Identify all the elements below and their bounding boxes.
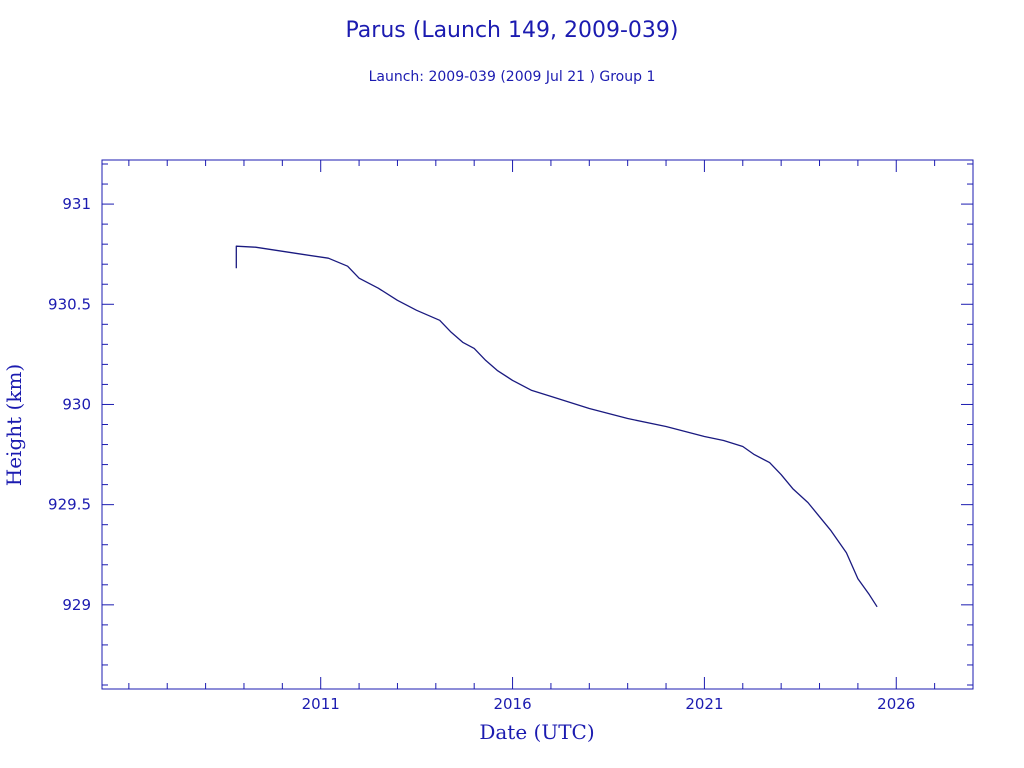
- x-axis-label: Date (UTC): [479, 720, 594, 744]
- y-tick-label: 930: [62, 395, 91, 413]
- plot-frame: [101, 159, 974, 690]
- y-tick-label: 931: [62, 195, 91, 213]
- x-tick-label: 2016: [493, 695, 531, 713]
- x-tick-label: 2026: [877, 695, 915, 713]
- y-axis-label: Height (km): [2, 364, 26, 486]
- series-line: [235, 245, 878, 608]
- chart-subtitle: Launch: 2009-039 (2009 Jul 21 ) Group 1: [369, 69, 656, 85]
- y-tick-label: 929.5: [48, 496, 91, 514]
- x-tick-label: 2021: [685, 695, 723, 713]
- chart-title: Parus (Launch 149, 2009-039): [346, 18, 679, 43]
- x-tick-label: 2011: [302, 695, 340, 713]
- tick-labels-layer: 2011 2016 2021 2026 929 929.5 930 930.5 931: [48, 195, 915, 713]
- ticks-layer: [102, 160, 974, 689]
- y-tick-label: 929: [62, 596, 91, 614]
- y-tick-label: 930.5: [48, 295, 91, 313]
